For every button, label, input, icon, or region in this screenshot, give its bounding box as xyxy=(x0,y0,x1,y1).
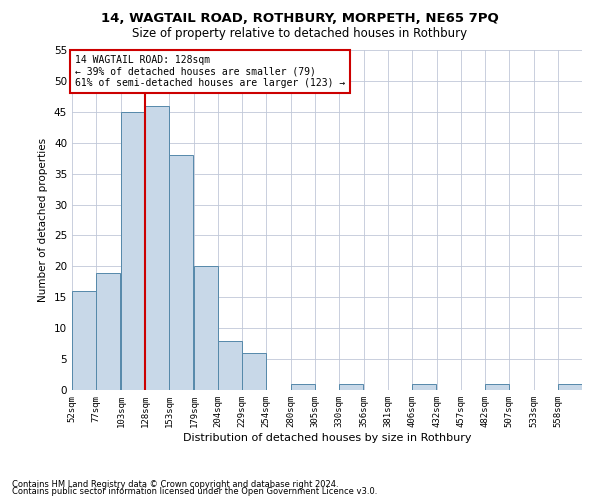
X-axis label: Distribution of detached houses by size in Rothbury: Distribution of detached houses by size … xyxy=(183,432,471,442)
Bar xyxy=(292,384,314,390)
Bar xyxy=(169,155,193,390)
Bar xyxy=(194,266,218,390)
Text: 14 WAGTAIL ROAD: 128sqm
← 39% of detached houses are smaller (79)
61% of semi-de: 14 WAGTAIL ROAD: 128sqm ← 39% of detache… xyxy=(74,55,345,88)
Bar xyxy=(559,384,581,390)
Bar xyxy=(73,291,95,390)
Bar xyxy=(340,384,362,390)
Bar xyxy=(218,340,242,390)
Text: Contains public sector information licensed under the Open Government Licence v3: Contains public sector information licen… xyxy=(12,487,377,496)
Bar xyxy=(145,106,169,390)
Y-axis label: Number of detached properties: Number of detached properties xyxy=(38,138,49,302)
Text: Contains HM Land Registry data © Crown copyright and database right 2024.: Contains HM Land Registry data © Crown c… xyxy=(12,480,338,489)
Bar xyxy=(412,384,436,390)
Bar xyxy=(97,272,119,390)
Bar xyxy=(121,112,145,390)
Bar xyxy=(242,353,266,390)
Text: Size of property relative to detached houses in Rothbury: Size of property relative to detached ho… xyxy=(133,28,467,40)
Text: 14, WAGTAIL ROAD, ROTHBURY, MORPETH, NE65 7PQ: 14, WAGTAIL ROAD, ROTHBURY, MORPETH, NE6… xyxy=(101,12,499,26)
Bar xyxy=(485,384,509,390)
